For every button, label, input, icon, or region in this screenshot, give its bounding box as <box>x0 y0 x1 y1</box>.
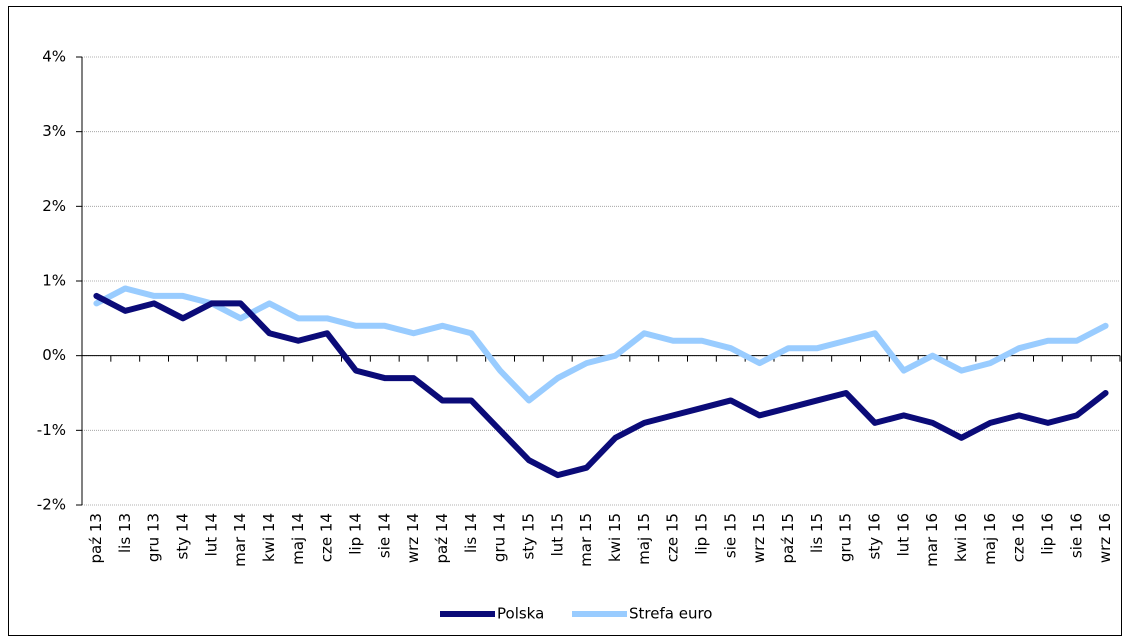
x-tick-label: sty 16 <box>865 513 883 559</box>
x-tick-label: cze 15 <box>664 513 682 562</box>
x-tick-label: cze 14 <box>318 513 336 562</box>
legend-label: Strefa euro <box>629 605 712 623</box>
x-tick-label: sie 15 <box>721 513 739 558</box>
x-tick-label: lis 14 <box>462 513 480 553</box>
legend-label: Polska <box>497 605 544 623</box>
x-tick-label: paź 13 <box>87 513 105 563</box>
x-tick-label: gru 14 <box>491 513 509 562</box>
y-tick-label: 2% <box>42 197 66 215</box>
x-tick-label: paź 14 <box>433 513 451 563</box>
y-tick-label: 0% <box>42 346 66 364</box>
x-tick-label: sty 15 <box>519 513 537 559</box>
x-tick-label: mar 14 <box>231 513 249 567</box>
x-tick-label: lis 15 <box>808 513 826 553</box>
x-tick-label: maj 15 <box>635 513 653 565</box>
x-tick-label: mar 16 <box>923 513 941 567</box>
x-tick-label: sty 14 <box>173 513 191 559</box>
x-tick-label: cze 16 <box>1010 513 1028 562</box>
x-tick-label: gru 13 <box>145 513 163 562</box>
x-tick-label: lip 14 <box>346 513 364 555</box>
x-tick-label: lip 15 <box>692 513 710 555</box>
x-tick-label: lis 13 <box>116 513 134 553</box>
y-tick-label: -2% <box>37 496 66 514</box>
x-tick-label: gru 15 <box>837 513 855 562</box>
x-tick-label: sie 16 <box>1067 513 1085 558</box>
x-tick-label: lut 15 <box>548 513 566 556</box>
x-tick-label: sie 14 <box>375 513 393 558</box>
x-tick-label: kwi 16 <box>952 513 970 562</box>
x-tick-label: paź 15 <box>779 513 797 563</box>
y-tick-label: 4% <box>42 48 66 66</box>
x-tick-label: wrz 16 <box>1096 513 1114 563</box>
x-tick-label: lut 14 <box>202 513 220 556</box>
y-tick-label: 1% <box>42 272 66 290</box>
x-tick-label: lut 16 <box>894 513 912 556</box>
series-line <box>93 292 1109 479</box>
x-tick-label: maj 14 <box>289 513 307 565</box>
x-tick-label: kwi 15 <box>606 513 624 562</box>
x-tick-label: kwi 14 <box>260 513 278 562</box>
x-tick-label: maj 16 <box>981 513 999 565</box>
x-tick-label: mar 15 <box>577 513 595 567</box>
series-line <box>93 285 1109 404</box>
x-tick-label: wrz 15 <box>750 513 768 563</box>
y-tick-label: -1% <box>37 421 66 439</box>
x-tick-label: lip 16 <box>1038 513 1056 555</box>
x-tick-label: wrz 14 <box>404 513 422 563</box>
y-tick-label: 3% <box>42 122 66 140</box>
chart-frame <box>8 6 1122 636</box>
